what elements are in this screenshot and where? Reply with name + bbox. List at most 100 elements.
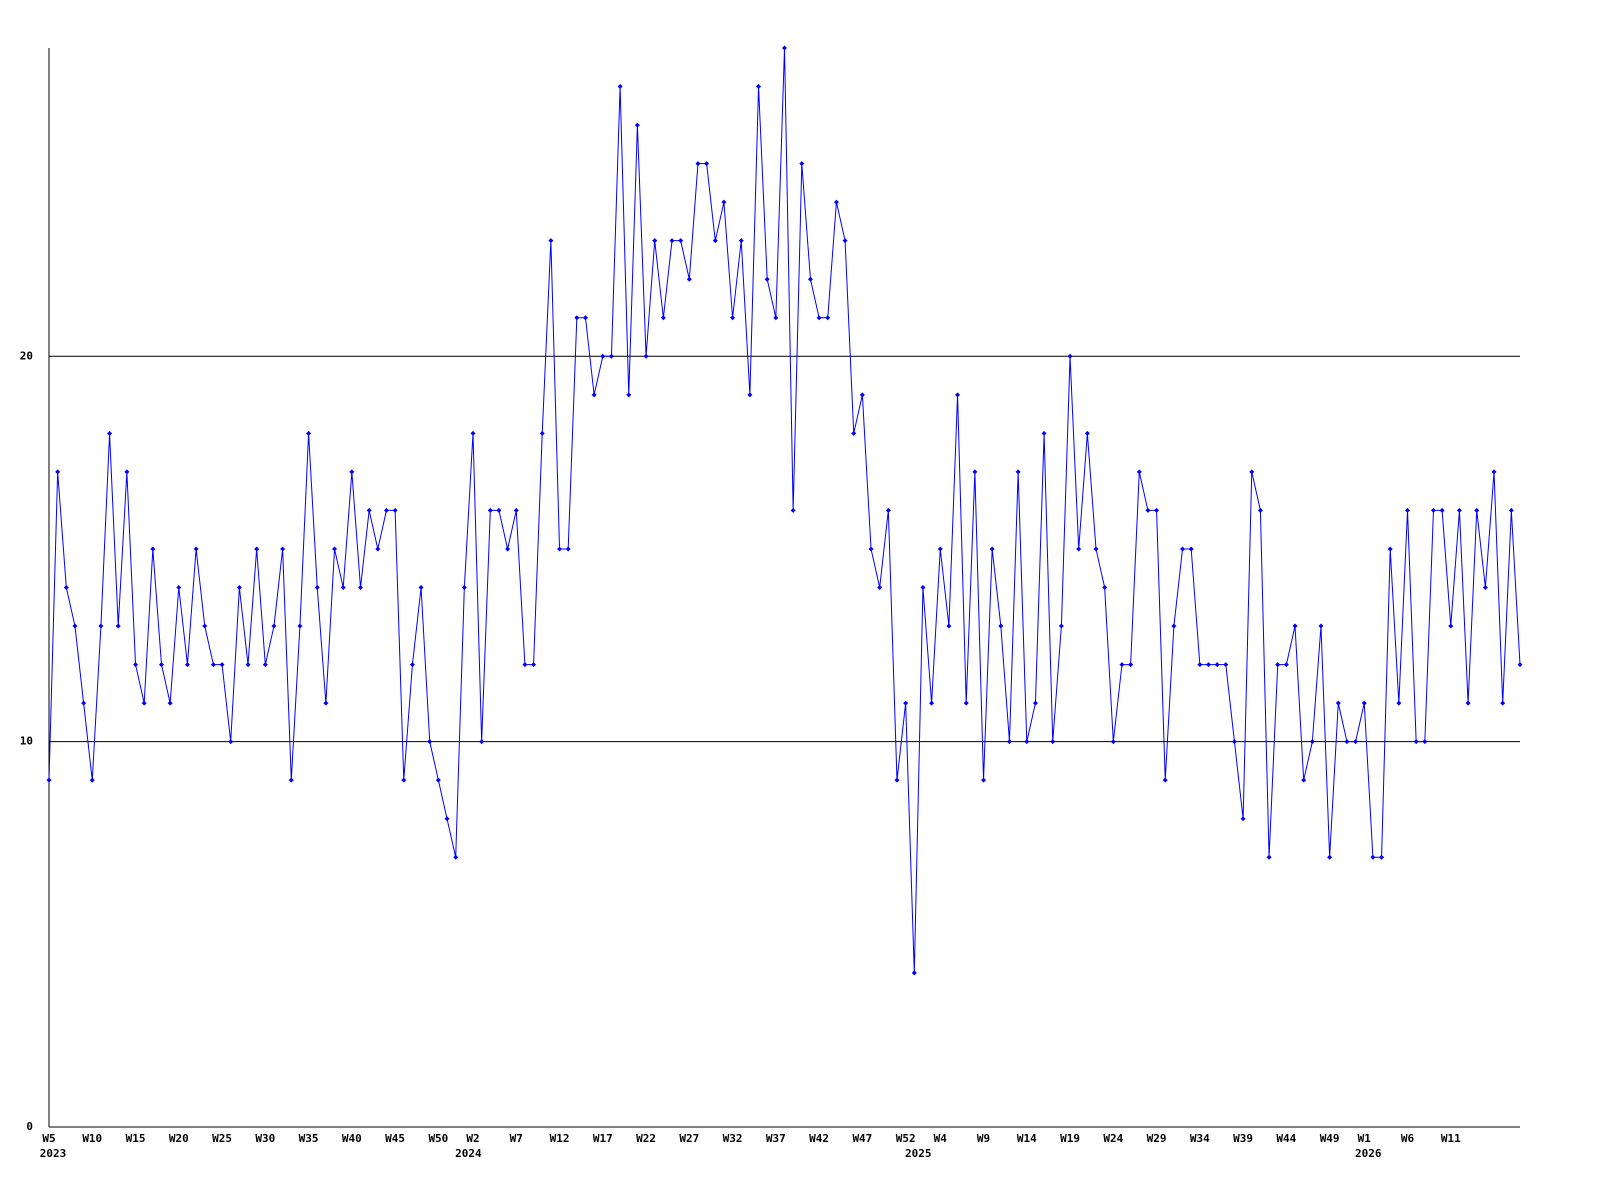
data-point (254, 546, 260, 552)
data-point (133, 662, 139, 668)
x-tick-label: W14 (1017, 1132, 1037, 1145)
data-point (1413, 739, 1419, 745)
data-point (202, 623, 208, 629)
data-point (349, 469, 355, 475)
data-point (833, 199, 839, 205)
data-point (548, 238, 554, 244)
data-point (375, 546, 381, 552)
data-point (332, 546, 338, 552)
data-point (1006, 739, 1012, 745)
data-point (228, 739, 234, 745)
data-point (1344, 739, 1350, 745)
data-point (1180, 546, 1186, 552)
data-point (1491, 469, 1497, 475)
data-point (617, 84, 623, 90)
data-point (764, 276, 770, 282)
data-point (1387, 546, 1393, 552)
data-point (851, 430, 857, 436)
data-point (262, 662, 268, 668)
data-point (1205, 662, 1211, 668)
data-point (825, 315, 831, 321)
data-point (167, 700, 173, 706)
data-point (314, 585, 320, 590)
data-point (245, 662, 251, 668)
data-point (435, 777, 441, 783)
x-tick-label: W2 (466, 1132, 479, 1145)
data-point (453, 854, 459, 860)
data-point (358, 585, 364, 590)
data-point (920, 585, 926, 590)
x-tick-label: W1 (1358, 1132, 1372, 1145)
data-point (756, 84, 762, 90)
x-tick-label: W50 (428, 1132, 448, 1145)
data-point (1015, 469, 1021, 475)
x-tick-label: W9 (977, 1132, 990, 1145)
data-point (782, 45, 787, 51)
data-point (1301, 777, 1307, 783)
data-point (115, 623, 121, 629)
data-point (721, 199, 727, 205)
data-point (652, 238, 658, 244)
x-tick-label: W29 (1147, 1132, 1167, 1145)
x-tick-label: W24 (1103, 1132, 1123, 1145)
data-point (929, 700, 935, 706)
data-point (1067, 353, 1073, 359)
data-point (1197, 662, 1203, 668)
data-point (1379, 854, 1385, 860)
data-point (799, 161, 805, 167)
data-point (972, 469, 978, 475)
data-point (124, 469, 130, 475)
data-point (288, 777, 294, 783)
data-point (1154, 507, 1160, 513)
data-point (557, 546, 563, 552)
data-point (1110, 739, 1116, 745)
data-point (444, 816, 450, 822)
data-point (184, 662, 190, 668)
data-point (505, 546, 511, 552)
data-point (1405, 507, 1411, 513)
data-line (48, 47, 1521, 973)
data-point (418, 585, 424, 590)
data-point (98, 623, 104, 629)
data-point (600, 353, 606, 359)
x-tick-label: W4 (934, 1132, 948, 1145)
x-tick-label: W44 (1276, 1132, 1296, 1145)
data-point (1508, 507, 1514, 513)
data-point (790, 507, 796, 513)
data-point (513, 507, 519, 513)
data-point (842, 238, 848, 244)
data-point (383, 507, 389, 513)
data-point (643, 353, 649, 359)
x-tick-label: W12 (550, 1132, 570, 1145)
x-tick-label: W10 (82, 1132, 102, 1145)
x-tick-label: W32 (723, 1132, 743, 1145)
data-point (1474, 507, 1480, 513)
x-tick-label: W22 (636, 1132, 656, 1145)
data-point (1128, 662, 1134, 668)
data-point (1275, 662, 1281, 668)
data-point (1162, 777, 1168, 783)
data-point (1439, 507, 1445, 513)
y-tick-label: 10 (20, 735, 33, 748)
data-point (981, 777, 987, 783)
data-point (280, 546, 286, 552)
x-tick-label: W40 (342, 1132, 362, 1145)
data-point (1145, 507, 1151, 513)
data-point (1422, 739, 1428, 745)
data-point (1430, 507, 1436, 513)
x-tick-label: W47 (852, 1132, 872, 1145)
data-point (1482, 585, 1488, 590)
data-point (946, 623, 952, 629)
data-point (678, 238, 684, 244)
data-point (401, 777, 407, 783)
data-point (963, 700, 969, 706)
data-point (470, 430, 476, 436)
data-point (1058, 623, 1064, 629)
data-point (807, 276, 813, 282)
data-point (877, 585, 883, 590)
x-year-label: 2023 (40, 1147, 67, 1160)
data-point (704, 161, 710, 167)
data-point (885, 507, 891, 513)
x-tick-label: W5 (42, 1132, 55, 1145)
